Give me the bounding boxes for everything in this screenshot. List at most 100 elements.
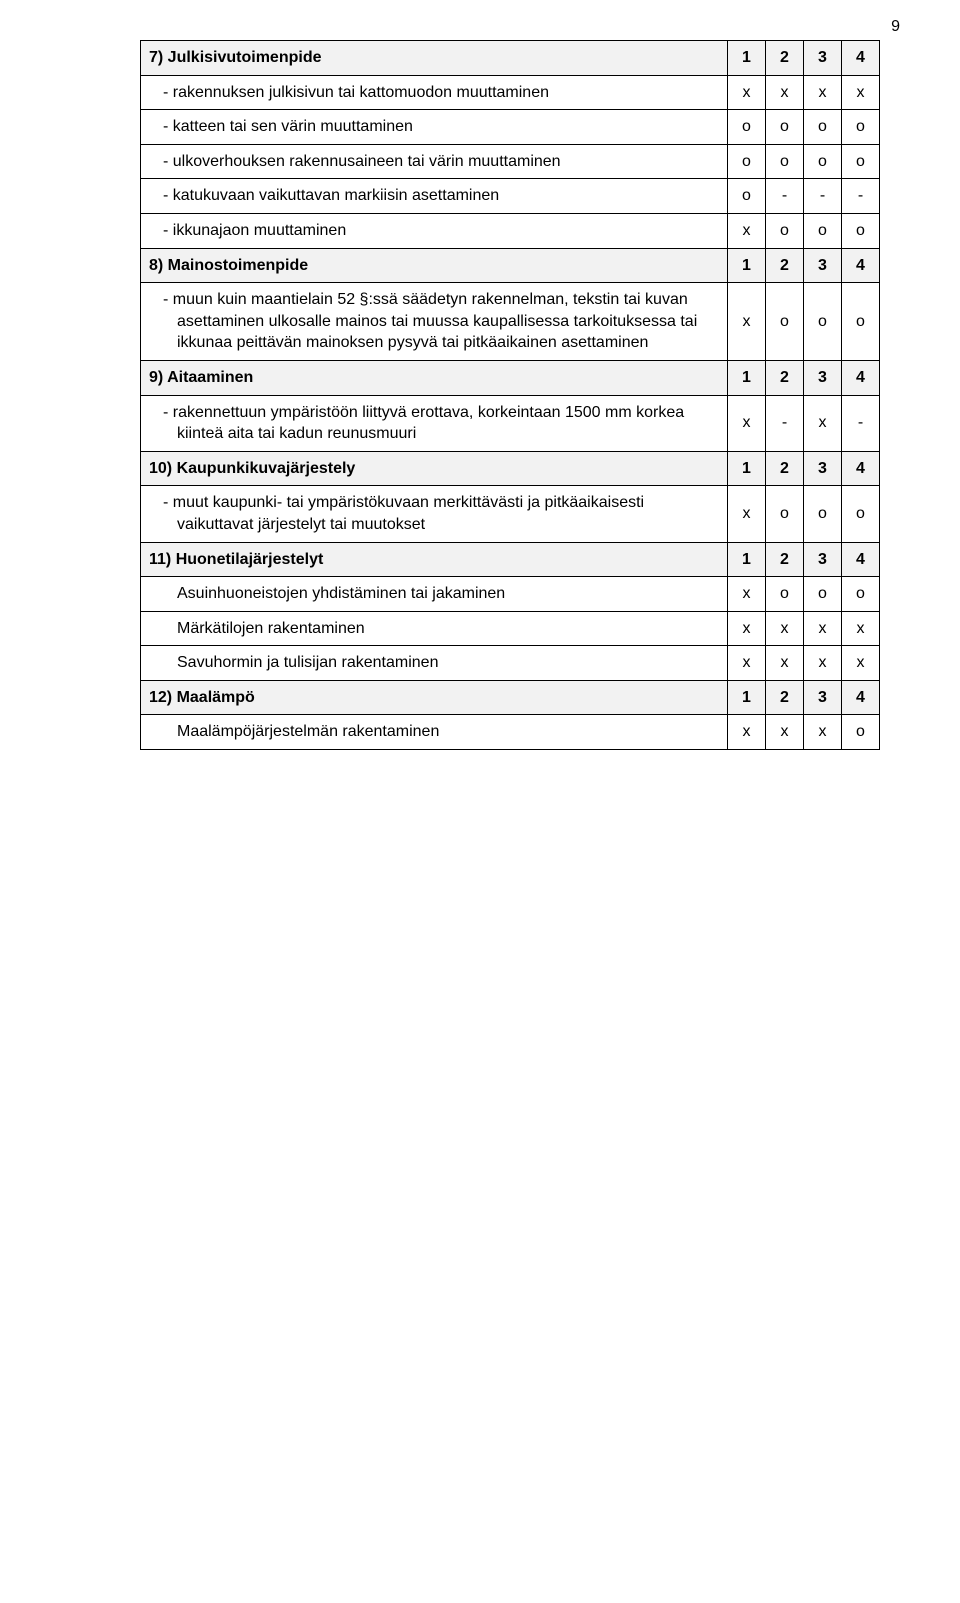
row-label: - muut kaupunki- tai ympäristökuvaan mer… [141,486,728,542]
cell: x [728,213,766,248]
cell: x [728,395,766,451]
section-row: 12) Maalämpö1234 [141,680,880,715]
cell: 4 [842,680,880,715]
cell: 2 [766,451,804,486]
document-table: 7) Julkisivutoimenpide1234- rakennuksen … [140,40,880,750]
row-label: - ulkoverhouksen rakennusaineen tai väri… [141,144,728,179]
cell: x [766,75,804,110]
cell: 2 [766,360,804,395]
row-label: 9) Aitaaminen [141,360,728,395]
table-row: - ulkoverhouksen rakennusaineen tai väri… [141,144,880,179]
cell: o [804,577,842,612]
cell: 1 [728,451,766,486]
cell: x [804,75,842,110]
row-label: - katteen tai sen värin muuttaminen [141,110,728,145]
row-label: Asuinhuoneistojen yhdistäminen tai jakam… [141,577,728,612]
table-row: Märkätilojen rakentaminenxxxx [141,611,880,646]
cell: x [766,611,804,646]
cell: o [728,179,766,214]
cell: o [842,577,880,612]
cell: o [804,144,842,179]
section-row: 11) Huonetilajärjestelyt1234 [141,542,880,577]
row-label-text: - muut kaupunki- tai ympäristökuvaan mer… [149,492,719,535]
row-label-text: - ulkoverhouksen rakennusaineen tai väri… [149,151,719,173]
cell: 2 [766,248,804,283]
cell: o [766,486,804,542]
cell: 3 [804,542,842,577]
row-label: - katukuvaan vaikuttavan markiisin asett… [141,179,728,214]
cell: x [842,611,880,646]
section-row: 8) Mainostoimenpide1234 [141,248,880,283]
cell: o [842,144,880,179]
cell: 3 [804,248,842,283]
cell: 4 [842,248,880,283]
cell: 2 [766,680,804,715]
page-number: 9 [891,18,900,36]
section-row: 10) Kaupunkikuvajärjestely1234 [141,451,880,486]
cell: o [842,715,880,750]
cell: - [766,179,804,214]
table-row: - muut kaupunki- tai ympäristökuvaan mer… [141,486,880,542]
cell: o [728,144,766,179]
table-row: - rakennuksen julkisivun tai kattomuodon… [141,75,880,110]
cell: x [804,395,842,451]
row-label: 11) Huonetilajärjestelyt [141,542,728,577]
cell: - [804,179,842,214]
cell: - [842,179,880,214]
cell: x [842,646,880,681]
cell: x [728,283,766,361]
cell: o [766,144,804,179]
cell: x [766,646,804,681]
cell: - [766,395,804,451]
row-label-text: Maalämpöjärjestelmän rakentaminen [149,721,719,743]
cell: o [804,486,842,542]
cell: x [728,611,766,646]
cell: x [766,715,804,750]
row-label: 10) Kaupunkikuvajärjestely [141,451,728,486]
cell: 3 [804,451,842,486]
cell: 2 [766,41,804,76]
row-label: 8) Mainostoimenpide [141,248,728,283]
row-label: Savuhormin ja tulisijan rakentaminen [141,646,728,681]
cell: - [842,395,880,451]
cell: o [804,213,842,248]
cell: 2 [766,542,804,577]
row-label-text: - katteen tai sen värin muuttaminen [149,116,719,138]
table-row: - katukuvaan vaikuttavan markiisin asett… [141,179,880,214]
row-label-text: - katukuvaan vaikuttavan markiisin asett… [149,185,719,207]
cell: o [766,213,804,248]
table-row: - muun kuin maantielain 52 §:ssä säädety… [141,283,880,361]
table-row: - katteen tai sen värin muuttaminenoooo [141,110,880,145]
cell: 3 [804,680,842,715]
cell: o [804,110,842,145]
row-label-text: - muun kuin maantielain 52 §:ssä säädety… [149,289,719,354]
section-row: 9) Aitaaminen1234 [141,360,880,395]
row-label: - muun kuin maantielain 52 §:ssä säädety… [141,283,728,361]
row-label-text: - ikkunajaon muuttaminen [149,220,719,242]
cell: o [766,283,804,361]
cell: 1 [728,248,766,283]
cell: x [728,646,766,681]
cell: o [766,110,804,145]
cell: o [842,283,880,361]
cell: 4 [842,41,880,76]
cell: o [842,110,880,145]
row-label-text: Asuinhuoneistojen yhdistäminen tai jakam… [149,583,719,605]
row-label: 7) Julkisivutoimenpide [141,41,728,76]
row-label: Märkätilojen rakentaminen [141,611,728,646]
cell: 3 [804,360,842,395]
row-label-text: - rakennuksen julkisivun tai kattomuodon… [149,82,719,104]
cell: o [842,213,880,248]
cell: 1 [728,542,766,577]
row-label-text: Märkätilojen rakentaminen [149,618,719,640]
table-row: - ikkunajaon muuttaminenxooo [141,213,880,248]
cell: x [804,715,842,750]
cell: x [804,611,842,646]
cell: o [842,486,880,542]
cell: x [804,646,842,681]
table-row: Savuhormin ja tulisijan rakentaminenxxxx [141,646,880,681]
cell: x [728,486,766,542]
row-label: Maalämpöjärjestelmän rakentaminen [141,715,728,750]
section-row: 7) Julkisivutoimenpide1234 [141,41,880,76]
row-label: - rakennettuun ympäristöön liittyvä erot… [141,395,728,451]
